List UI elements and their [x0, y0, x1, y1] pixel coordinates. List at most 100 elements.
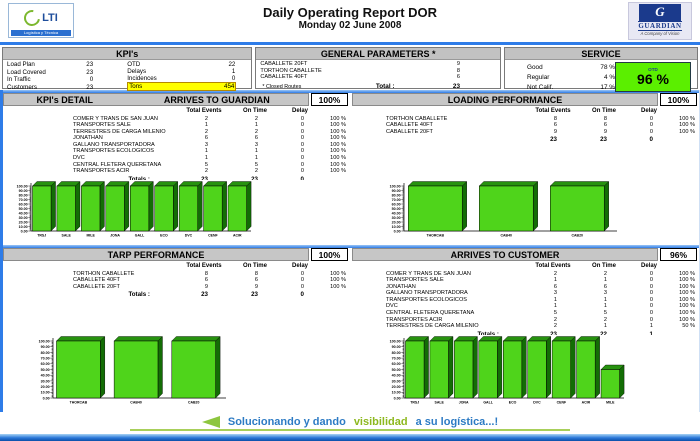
svg-text:THORCAB: THORCAB: [426, 234, 444, 238]
svg-text:JONA: JONA: [459, 401, 469, 405]
kpis-left-column: Load Plan 23 Load Covered 23 In Traffic 0 Cust…: [7, 61, 127, 91]
table-row: JONATHAN 6 6 0 100 %: [386, 283, 695, 290]
arrives-guardian-table: Total Events On Time Delay COMER Y TRANS…: [73, 106, 348, 180]
loading-performance-title: LOADING PERFORMANCE: [447, 94, 563, 105]
kv-label: Load Covered: [7, 68, 46, 76]
table-row: TRANSPORTES ECOLOGICOS 1 1 0 100 %: [386, 296, 695, 303]
kpis-detail-title: KPI's DETAIL: [36, 94, 94, 105]
general-parameters-body: CABALLETE 20FT 9 TORTHON CABALLETE 8 CABALLE…: [256, 60, 500, 91]
slogan-part-3: a su logística...!: [415, 416, 499, 428]
kv-label: In Traffic: [7, 76, 31, 84]
kv-value: 0: [231, 75, 236, 82]
kv-value: 0: [89, 76, 94, 84]
table-rows: COMER Y TRANS DE SAN JUAN 2 2 0 100 % TRANSPO…: [73, 116, 348, 175]
svg-text:70.00: 70.00: [392, 198, 401, 202]
kv-label: OTD: [127, 61, 141, 68]
table-row: CENTRAL FLETERA QUERETANA 5 5 0 100 %: [386, 310, 695, 317]
svg-text:60.00: 60.00: [19, 202, 28, 206]
svg-text:30.00: 30.00: [392, 216, 401, 220]
kv-row: CABALLETE 40FT 6: [260, 74, 496, 81]
table-row: COMER Y TRANS DE SAN JUAN 2 2 0 100 %: [73, 115, 346, 122]
svg-text:50.00: 50.00: [392, 207, 401, 211]
gp-total-value: 23: [452, 82, 460, 90]
svg-text:20.00: 20.00: [41, 385, 50, 389]
table-row: TERRESTRES DE CARGA MILENIO 2 1 1 50 %: [386, 323, 695, 330]
kv-row: OTD 22: [127, 61, 247, 68]
totals-row: 23 23 0: [550, 136, 653, 144]
table-header: Total Events On Time Delay: [73, 108, 348, 116]
kv-value: 454: [224, 83, 235, 90]
kv-row: Load Plan 23: [7, 61, 127, 68]
guardian-logo-name: GUARDIAN: [638, 20, 682, 31]
section-row-bottom: TARP PERFORMANCE 100% Total Events On Ti…: [3, 248, 699, 412]
arrives-guardian-badge: 100%: [311, 93, 348, 106]
svg-text:10.00: 10.00: [19, 225, 28, 229]
lti-tagline: Logística y Técnica: [11, 30, 71, 36]
kv-row: Not Calif. 17 %: [527, 84, 615, 91]
totals-row: Totals : 23 23 0: [128, 291, 304, 299]
loading-performance-table: Total Events On Time Delay TORTHON CABAL…: [386, 106, 697, 180]
kv-value: 78 %: [600, 63, 615, 71]
svg-text:0.00: 0.00: [394, 396, 401, 400]
arrives-guardian-header-row: KPI's DETAIL ARRIVES TO GUARDIAN 100%: [3, 93, 350, 106]
kv-value: 17 %: [600, 83, 615, 91]
totals-row: Totals : 23 23 0: [128, 175, 304, 180]
svg-text:60.00: 60.00: [41, 362, 50, 366]
kv-label: Not Calif.: [527, 83, 554, 91]
tarp-performance-title: TARP PERFORMANCE: [107, 249, 205, 260]
svg-text:CENF: CENF: [557, 401, 567, 405]
svg-text:GALL: GALL: [135, 234, 145, 238]
kv-row: Customers 23: [7, 84, 127, 91]
lti-logo-text: LTI: [42, 12, 58, 24]
svg-text:THORCAB: THORCAB: [70, 401, 88, 405]
svg-text:ACIR: ACIR: [233, 234, 242, 238]
arrives-customer-band: ARRIVES TO CUSTOMER: [352, 248, 658, 261]
svg-text:DVC: DVC: [185, 234, 193, 238]
svg-text:90.00: 90.00: [392, 189, 401, 193]
table-row: CABALLETE 20FT 9 9 0 100 %: [73, 283, 346, 290]
svg-text:CAB20: CAB20: [188, 401, 200, 405]
svg-text:100.00: 100.00: [390, 339, 401, 343]
svg-text:40.00: 40.00: [41, 374, 50, 378]
svg-text:DVC: DVC: [533, 401, 541, 405]
tarp-performance-chart: 0.00 10.00 20.00 30.00 40.00 50.00 60.00 70.00 8…: [29, 335, 350, 412]
svg-text:40.00: 40.00: [392, 211, 401, 215]
totals-row: Totals : 23 22 1: [477, 330, 653, 335]
kv-row: In Traffic 0: [7, 76, 127, 83]
kv-label: Tons: [129, 83, 143, 90]
table-rows: TORTHON CABALLETE 8 8 0 100 % CABALLETE 40FT 6…: [386, 116, 697, 136]
tarp-performance-section: TARP PERFORMANCE 100% Total Events On Ti…: [3, 248, 350, 412]
table-row: TRANSPORTES ACIR 2 2 0 100 %: [73, 168, 346, 175]
kv-value: 1: [231, 68, 236, 75]
svg-text:50.00: 50.00: [392, 368, 401, 372]
kv-label: Load Plan: [7, 61, 35, 69]
svg-text:20.00: 20.00: [19, 220, 28, 224]
kv-label: CABALLETE 20FT: [260, 61, 308, 67]
svg-text:0.00: 0.00: [21, 229, 28, 233]
col-on-time: On Time: [243, 108, 267, 114]
guardian-logo: G GUARDIAN A Company of Vision: [628, 1, 692, 40]
svg-text:GALL: GALL: [483, 401, 493, 405]
svg-text:CAB40: CAB40: [130, 401, 142, 405]
svg-text:MILE: MILE: [86, 234, 95, 238]
table-row: DVC 1 1 0 100 %: [73, 155, 346, 162]
report-date: Monday 02 June 2008: [298, 20, 402, 31]
svg-text:80.00: 80.00: [19, 193, 28, 197]
svg-text:40.00: 40.00: [19, 211, 28, 215]
svg-text:10.00: 10.00: [392, 225, 401, 229]
svg-text:CAB20: CAB20: [571, 234, 583, 238]
table-row: GALLANO TRANSPORTADORA 3 3 0 100 %: [73, 141, 346, 148]
kv-row: Regular 4 %: [527, 74, 615, 81]
svg-text:100.00: 100.00: [390, 184, 401, 188]
arrives-guardian-title: ARRIVES TO GUARDIAN: [163, 94, 270, 105]
svg-text:20.00: 20.00: [392, 385, 401, 389]
svg-text:60.00: 60.00: [392, 362, 401, 366]
col-total-events: Total Events: [186, 108, 222, 114]
arrives-guardian-band: KPI's DETAIL ARRIVES TO GUARDIAN: [3, 93, 309, 106]
svg-text:10.00: 10.00: [41, 391, 50, 395]
table-row: CABALLETE 20FT 9 9 0 100 %: [386, 128, 695, 135]
svg-text:70.00: 70.00: [392, 357, 401, 361]
slogan-banner: Solucionando y dando visibilidad a su lo…: [130, 416, 570, 431]
svg-text:40.00: 40.00: [392, 374, 401, 378]
table-row: CABALLETE 40FT 6 6 0 100 %: [73, 277, 346, 284]
